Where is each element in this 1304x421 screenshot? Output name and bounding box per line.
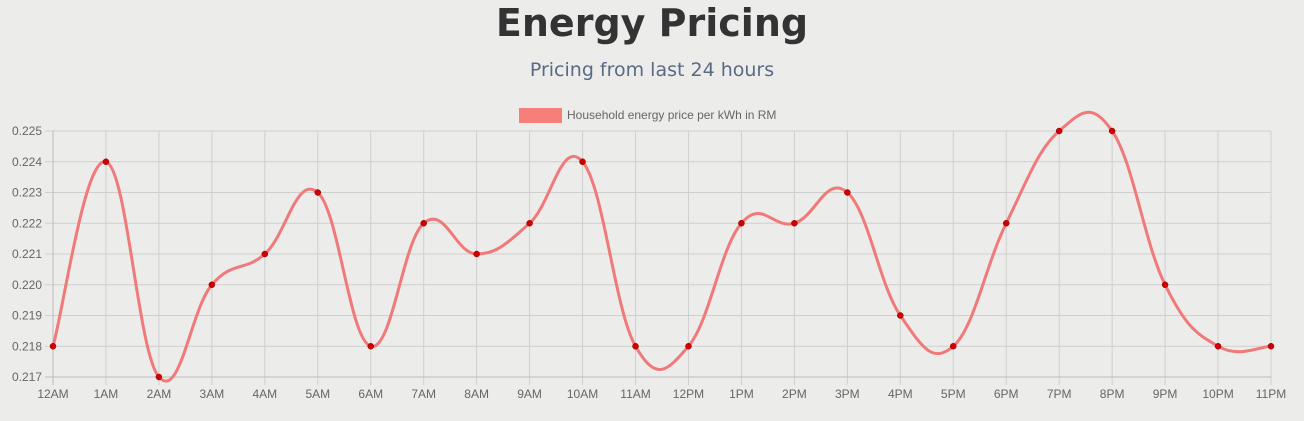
series-line-path — [51, 110, 1273, 383]
x-tick-label: 8AM — [464, 387, 489, 401]
axes: 0.217 0.218 0.219 0.220 0.221 0.222 0.223 0.224… — [12, 124, 1286, 401]
x-tick-label: 2PM — [782, 387, 807, 401]
x-tick-label: 3AM — [200, 387, 225, 401]
x-tick-label: 10AM — [567, 387, 598, 401]
data-point[interactable] — [897, 312, 904, 319]
x-tick-label: 9AM — [517, 387, 542, 401]
data-point[interactable] — [473, 250, 480, 258]
y-tick-label: 0.223 — [12, 186, 42, 200]
x-tick-label: 11AM — [620, 387, 650, 401]
x-tick-label: 12AM — [37, 387, 68, 401]
data-point[interactable] — [950, 343, 957, 350]
data-point[interactable] — [1267, 343, 1275, 350]
x-tick-label: 11PM — [1256, 387, 1286, 401]
x-tick-label: 5PM — [941, 387, 966, 401]
x-tick-label: 9PM — [1153, 387, 1178, 401]
data-point[interactable] — [844, 189, 851, 196]
x-tick-label: 12PM — [673, 387, 704, 401]
x-tick-label: 1PM — [729, 387, 754, 401]
data-point[interactable] — [102, 158, 110, 165]
y-tick-label: 0.217 — [12, 370, 42, 384]
data-point[interactable] — [49, 343, 57, 350]
x-tick-label: 4PM — [888, 387, 913, 401]
x-tick-label: 5AM — [305, 387, 330, 401]
y-tick-label: 0.219 — [12, 309, 42, 323]
x-tick-label: 7AM — [411, 387, 436, 401]
data-point[interactable] — [1108, 127, 1116, 135]
grid-lines — [45, 130, 1272, 385]
y-tick-label: 0.224 — [12, 155, 42, 169]
series-line — [51, 110, 1273, 383]
legend-label[interactable]: Household energy price per kWh in RM — [567, 108, 776, 122]
data-points — [49, 127, 1275, 381]
data-point[interactable] — [632, 343, 639, 350]
data-point[interactable] — [685, 343, 692, 350]
x-tick-label: 3PM — [835, 387, 860, 401]
x-tick-label: 4AM — [252, 387, 277, 401]
y-tick-label: 0.222 — [12, 216, 42, 230]
x-tick-label: 10PM — [1202, 387, 1233, 401]
data-point[interactable] — [738, 220, 745, 227]
data-point[interactable] — [1214, 343, 1222, 350]
y-tick-label: 0.221 — [12, 247, 42, 261]
x-tick-label: 6PM — [994, 387, 1019, 401]
data-point[interactable] — [261, 250, 269, 258]
legend[interactable]: Household energy price per kWh in RM — [519, 108, 776, 123]
data-point[interactable] — [1161, 281, 1169, 288]
legend-swatch[interactable] — [519, 108, 562, 123]
x-tick-label: 1AM — [94, 387, 119, 401]
x-tick-label: 7PM — [1047, 387, 1072, 401]
y-tick-label: 0.220 — [12, 278, 42, 292]
data-point[interactable] — [1002, 220, 1010, 227]
data-point[interactable] — [367, 343, 374, 350]
data-point[interactable] — [1055, 127, 1063, 135]
x-tick-label: 6AM — [358, 387, 383, 401]
data-point[interactable] — [579, 158, 586, 165]
y-tick-label: 0.218 — [12, 339, 42, 353]
chart-subtitle: Pricing from last 24 hours — [529, 59, 775, 81]
data-point[interactable] — [155, 373, 163, 381]
chart-title: Energy Pricing — [495, 1, 809, 45]
data-point[interactable] — [526, 220, 533, 227]
data-point[interactable] — [314, 189, 322, 196]
x-tick-label: 8PM — [1100, 387, 1125, 401]
data-point[interactable] — [420, 220, 427, 227]
y-tick-label: 0.225 — [12, 124, 42, 138]
data-point[interactable] — [791, 220, 798, 227]
data-point[interactable] — [208, 281, 216, 288]
x-tick-label: 2AM — [147, 387, 172, 401]
